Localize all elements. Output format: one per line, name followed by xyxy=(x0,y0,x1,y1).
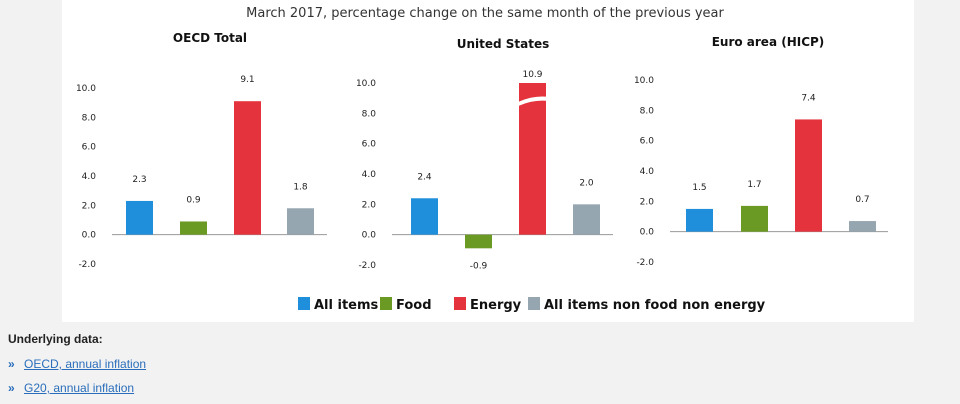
data-label: 0.7 xyxy=(855,195,869,205)
underlying-link-row-g20: » G20, annual inflation xyxy=(8,380,608,396)
bar xyxy=(741,205,768,232)
y-tick-label: -2.0 xyxy=(78,260,96,270)
y-tick-label: -2.0 xyxy=(358,261,376,271)
bar xyxy=(126,200,153,235)
data-label: -0.9 xyxy=(470,261,488,271)
double-chevron-right-icon: » xyxy=(8,381,15,395)
chart-subtitle: March 2017, percentage change on the sam… xyxy=(246,6,724,21)
legend-label: Energy xyxy=(470,298,522,313)
y-tick-label: 10.0 xyxy=(356,79,376,89)
y-tick-label: 0.0 xyxy=(82,231,97,241)
bar xyxy=(795,119,822,232)
data-label: 2.0 xyxy=(579,178,594,188)
data-label: 0.9 xyxy=(186,195,201,205)
data-label: 2.3 xyxy=(132,175,146,185)
y-tick-label: 4.0 xyxy=(82,172,97,182)
underlying-link-row-oecd: » OECD, annual inflation xyxy=(8,356,608,372)
panel-title: Euro area (HICP) xyxy=(712,35,825,49)
legend-item: All items non food non energy xyxy=(528,297,766,313)
data-label: 10.9 xyxy=(522,70,542,80)
panel-title: OECD Total xyxy=(173,31,247,45)
bar-lower-segment xyxy=(519,100,546,235)
legend-swatch xyxy=(380,297,392,310)
chart-panel: March 2017, percentage change on the sam… xyxy=(62,0,914,322)
legend-swatch xyxy=(528,297,540,310)
legend-item: All items xyxy=(298,297,379,313)
data-label: 1.7 xyxy=(747,180,761,190)
bar xyxy=(234,101,261,235)
bar-upper-segment xyxy=(519,83,546,102)
chart-panel-0: OECD Total 10.0 8.0 6.0 4.0 2.0 0.0 -2.0 2.3 0.9 9… xyxy=(76,31,327,270)
chart-panel-1: United States 10.0 8.0 6.0 4.0 2.0 0.0 -2.0 2.4 -… xyxy=(356,37,613,271)
data-label: 1.8 xyxy=(293,182,308,192)
data-label: 7.4 xyxy=(801,93,816,103)
bar xyxy=(686,208,713,232)
y-tick-label: 0.0 xyxy=(362,231,377,241)
underlying-data-section: Underlying data: » OECD, annual inflatio… xyxy=(8,326,608,404)
y-tick-label: 0.0 xyxy=(640,228,655,238)
y-tick-label: -2.0 xyxy=(636,258,654,268)
y-tick-label: 8.0 xyxy=(82,113,97,123)
bar xyxy=(180,221,207,235)
chart-panel-2: Euro area (HICP) 10.0 8.0 6.0 4.0 2.0 0.0 -2.0 1… xyxy=(634,35,888,268)
y-tick-label: 8.0 xyxy=(640,106,655,116)
bar xyxy=(465,234,492,249)
double-chevron-right-icon: » xyxy=(8,357,15,371)
bar xyxy=(287,208,314,235)
y-tick-label: 6.0 xyxy=(82,143,97,153)
underlying-data-title: Underlying data: xyxy=(8,332,103,346)
y-tick-label: 10.0 xyxy=(76,84,96,94)
legend-label: All items non food non energy xyxy=(544,298,766,313)
legend-label: All items xyxy=(314,298,379,313)
y-tick-label: 8.0 xyxy=(362,109,377,119)
chart-panels: OECD Total 10.0 8.0 6.0 4.0 2.0 0.0 -2.0 2.3 0.9 9… xyxy=(76,31,888,271)
bar xyxy=(849,221,876,232)
g20-annual-inflation-link[interactable]: G20, annual inflation xyxy=(24,381,135,395)
legend-swatch xyxy=(298,297,310,310)
legend-label: Food xyxy=(396,298,432,313)
y-tick-label: 2.0 xyxy=(362,200,377,210)
y-tick-label: 2.0 xyxy=(82,201,97,211)
y-tick-label: 10.0 xyxy=(634,76,654,86)
y-tick-label: 2.0 xyxy=(640,197,655,207)
inflation-charts: March 2017, percentage change on the sam… xyxy=(76,6,888,313)
data-label: 2.4 xyxy=(417,172,432,182)
legend-swatch xyxy=(454,297,466,310)
legend-item: Energy xyxy=(454,297,522,313)
bar xyxy=(411,198,438,235)
bar xyxy=(573,204,600,235)
y-tick-label: 6.0 xyxy=(362,140,377,150)
y-tick-label: 6.0 xyxy=(640,137,655,147)
oecd-annual-inflation-link[interactable]: OECD, annual inflation xyxy=(24,357,147,371)
panel-title: United States xyxy=(457,37,550,51)
data-label: 9.1 xyxy=(240,75,254,85)
legend-item: Food xyxy=(380,297,432,313)
chart-legend: All items Food Energy All items non food no… xyxy=(298,297,766,313)
data-label: 1.5 xyxy=(692,183,706,193)
y-tick-label: 4.0 xyxy=(640,167,655,177)
y-tick-label: 4.0 xyxy=(362,170,377,180)
